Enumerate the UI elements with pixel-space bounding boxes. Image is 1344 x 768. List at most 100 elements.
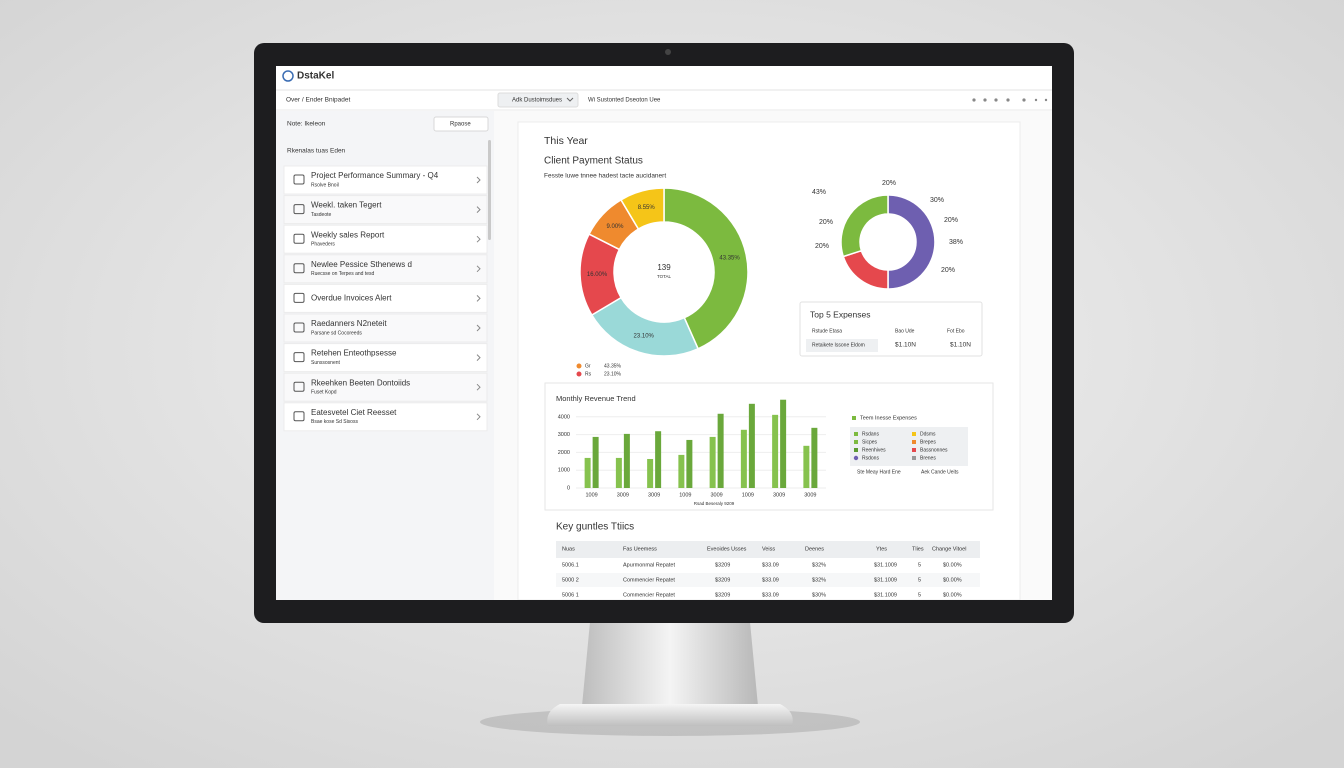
donut-segment [887,194,936,290]
sidebar-item[interactable] [283,283,488,313]
item-title: Rkeehken Beeten Dontoiids [311,378,410,387]
column-header: Veiss [762,546,775,552]
column-header: Deenes [805,546,824,552]
table-cell: 5 [918,577,921,583]
legend-label: Ddsms [920,431,936,437]
app-name: DstaKel [297,71,334,82]
callout: 20% [944,217,958,224]
dropdown[interactable] [497,92,579,108]
sidebar-item[interactable] [283,224,488,254]
table-cell: $3209 [715,562,730,568]
legend-label: Sicpes [862,439,878,445]
item-icon [293,411,305,422]
column-header: Eveoides Usses [707,546,747,552]
callout: 20% [819,219,833,226]
filter-label: Note: Ikeleon [287,121,326,128]
donut-center-sub: TOTAL [657,274,672,279]
table-cell: 5 [918,562,921,568]
donut-segment [663,187,749,350]
sidebar-item[interactable] [283,195,488,225]
bar [584,457,591,488]
sort-button[interactable] [433,116,489,132]
item-subtitle: Bsae kose Sd Sisoss [311,419,358,425]
item-chevron [476,235,481,243]
x-tick-label: 3009 [711,492,723,498]
expenses-header: Fot Ebo [947,328,965,334]
item-chevron [476,176,481,184]
bar [740,429,747,488]
callout: 20% [815,243,829,250]
bar [811,427,818,488]
table-cell: 5006.1 [562,562,579,568]
x-tick-label: 1009 [742,492,754,498]
item-subtitle: Ruecsse on Terpes and tesd [311,271,375,277]
bar [647,458,654,488]
item-icon [293,174,305,185]
donut-center: 139 [657,263,671,272]
bar [780,399,787,488]
bar [623,433,630,488]
table-row-bg [556,573,980,587]
callout: 43% [812,189,826,196]
item-chevron [476,383,481,391]
expenses-cell: $1.10N [895,342,916,349]
expenses-row-bg [806,339,878,352]
item-title: Overdue Invoices Alert [311,294,392,303]
segment-label: 16.00% [587,272,608,278]
legend-label: Brepes [920,439,936,445]
bar [678,454,685,488]
bar [615,457,622,488]
table-title: Key guntles Ttiics [556,522,634,533]
item-icon [293,204,305,215]
table-cell: Commencier Repatet [623,592,675,598]
column-header: Nuas [562,546,575,552]
expenses-title: Top 5 Expenses [810,309,870,319]
table-cell: $0.00% [943,592,962,598]
callout: 30% [930,197,944,204]
table-cell: $33.09 [762,562,779,568]
item-icon [293,381,305,392]
legend-label: Reenhives [862,447,886,453]
bar [709,436,716,488]
y-tick-label: 0 [567,485,570,491]
item-title: Retehen Enteothpsesse [311,349,397,358]
callout: 20% [941,267,955,274]
table-cell: $31.1009 [874,577,897,583]
legend-label: 43.35% [604,363,622,369]
table-cell: $32% [812,577,826,583]
sidebar-item[interactable] [283,402,488,432]
legend-swatch [853,455,859,461]
item-title: Raedanners N2neteit [311,319,387,328]
item-subtitle: Parsane sd Cocoreeds [311,330,362,336]
sidebar-heading: Rkenalas tuas Eden [287,148,346,155]
legend-label: Rsdons [862,455,879,461]
item-chevron [476,206,481,213]
sidebar-item[interactable] [283,254,488,284]
bar [592,436,599,488]
legend-swatch [854,432,858,436]
stand-base [547,704,793,726]
item-icon [293,292,305,303]
item-title: Weekly sales Report [311,230,385,239]
x-tick-label: 3009 [804,492,816,498]
legend-swatch [912,456,916,460]
toolbar-icons [972,98,1048,102]
table-cell: Apurmonmal Repatet [623,562,675,568]
segment-label: 8.55% [638,205,656,211]
bar [717,413,724,488]
segment-label: 23.10% [634,333,655,339]
sidebar-item[interactable] [283,313,488,343]
expenses-header: Rstude Etasa [812,328,842,334]
item-title: Project Performance Summary - Q4 [311,171,439,180]
item-subtitle: Sunssosnent [311,360,341,366]
expenses-header: Bao Ude [895,328,915,334]
legend-swatch [912,440,916,444]
legend-dot [576,363,582,369]
sidebar-item[interactable] [283,165,488,195]
sidebar-item[interactable] [283,343,488,373]
sidebar-item[interactable] [283,372,488,402]
table-cell: $30% [812,592,826,598]
y-tick-label: 2000 [558,450,570,456]
item-icon [293,233,305,244]
